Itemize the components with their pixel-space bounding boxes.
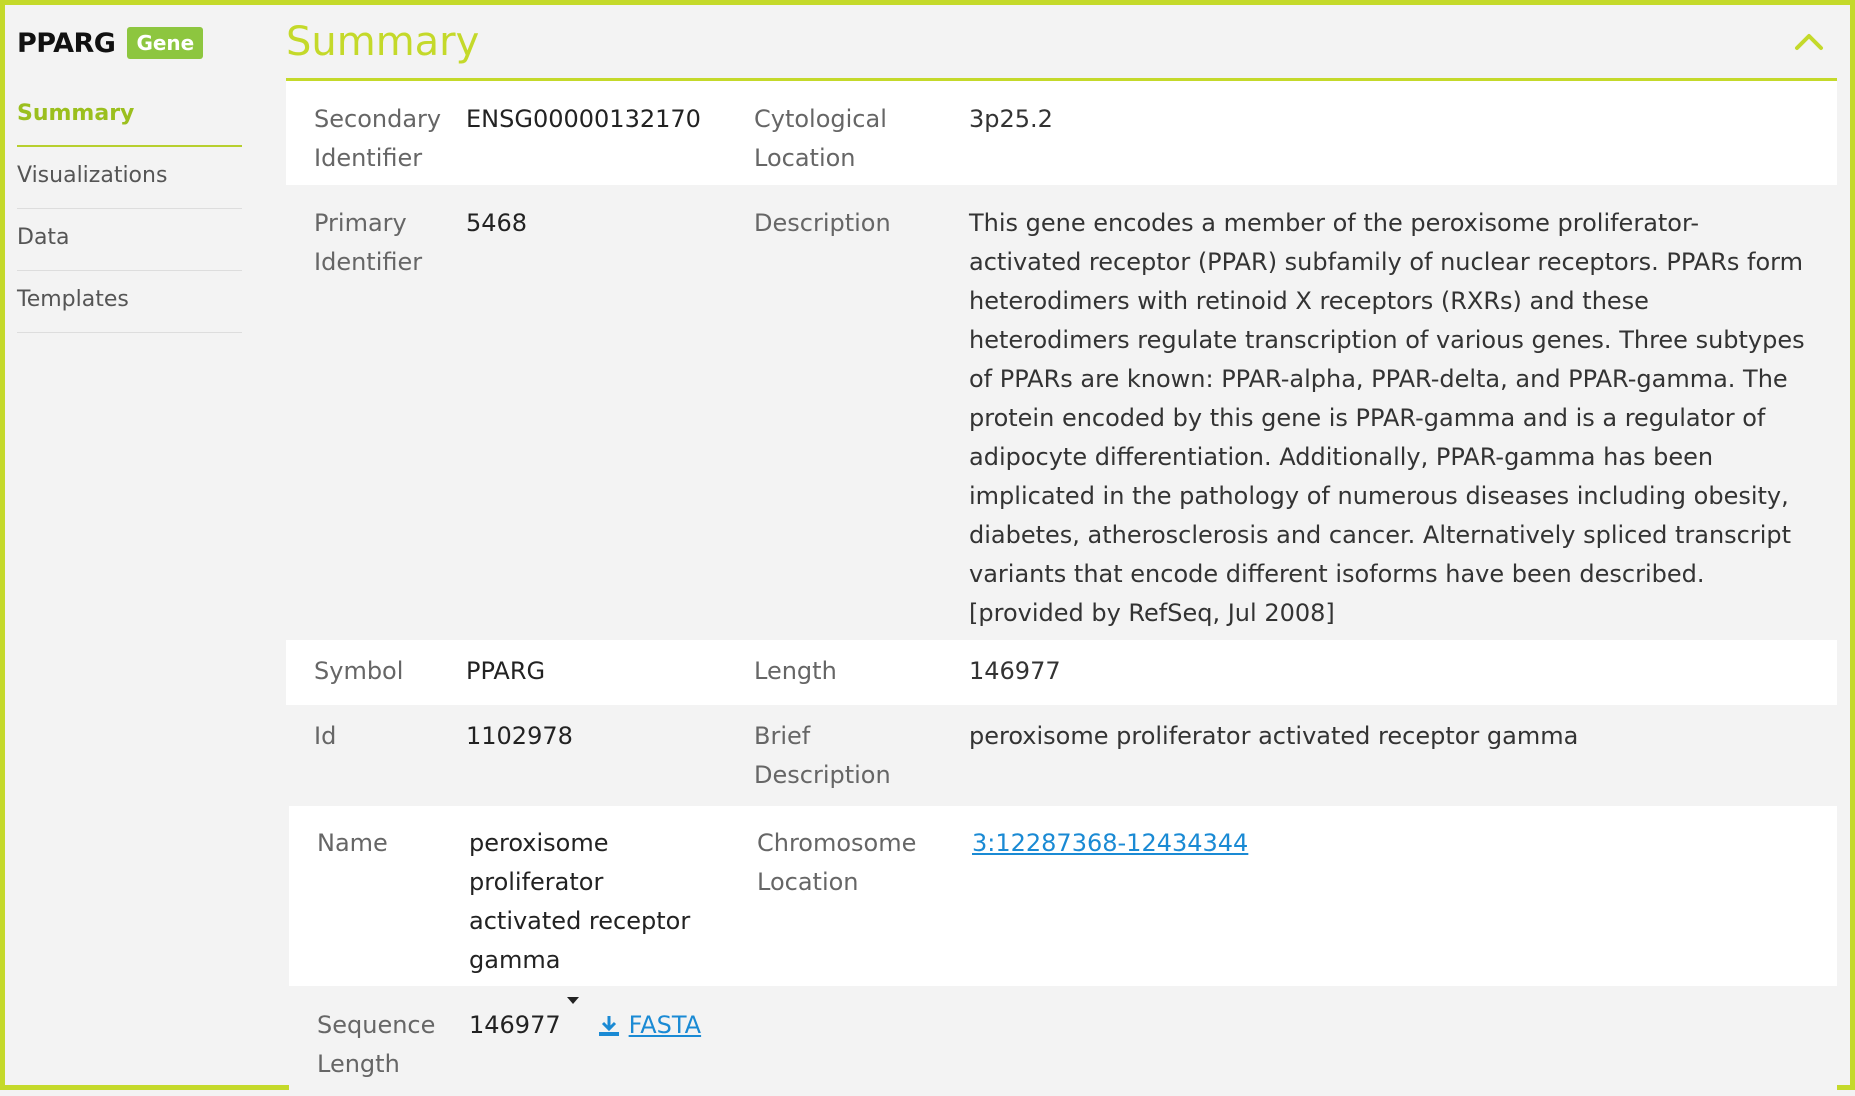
table-row: Symbol PPARG Length 146977 [286,640,1837,705]
table-row: Primary Identifier 5468 Description This… [286,185,1837,640]
field-value: peroxisome proliferator activated recept… [969,722,1579,750]
field-value: 3p25.2 [969,105,1053,133]
field-value: 146977 [969,657,1061,685]
table-row: Secondary Identifier ENSG00000132170 Cyt… [286,81,1837,185]
field-label: Sequence Length [317,1011,436,1078]
field-value: 146977 FASTA [469,997,757,1096]
table-row: Sequence Length 146977 FASTA [289,986,1837,1096]
nav-item-templates[interactable]: Templates [17,271,242,333]
field-label: Primary Identifier [314,209,423,276]
download-icon[interactable] [597,1014,621,1038]
field-value: peroxisome proliferator activated recept… [469,829,691,974]
caret-down-icon[interactable] [566,997,579,1004]
section-title: Summary [286,18,480,65]
table-row: Name peroxisome proliferator activated r… [289,806,1837,986]
fasta-download-link[interactable]: FASTA [628,1011,702,1039]
nav-item-data[interactable]: Data [17,209,242,271]
gene-type-badge: Gene [127,27,204,59]
sidebar: PPARG Gene Summary Visualizations Data T… [17,21,242,333]
description-text: This gene encodes a member of the peroxi… [969,209,1805,627]
field-value: PPARG [466,657,546,685]
field-label: Chromosome Location [757,829,917,896]
gene-header: PPARG Gene [17,21,242,65]
field-label: Length [754,657,837,685]
sequence-length-value: 146977 [469,1011,561,1039]
gene-name: PPARG [17,27,116,59]
chevron-up-icon[interactable] [1789,22,1829,62]
summary-table: Secondary Identifier ENSG00000132170 Cyt… [286,81,1837,1096]
field-value: 1102978 [466,722,573,750]
field-label: Id [314,722,337,750]
field-label: Brief Description [754,722,891,789]
field-label: Name [317,829,388,857]
nav-item-summary[interactable]: Summary [17,85,242,147]
section-header: Summary [286,5,1837,81]
sidebar-nav: Summary Visualizations Data Templates [17,85,242,333]
report-page: PPARG Gene Summary Visualizations Data T… [5,5,1850,1096]
field-label: Description [754,209,891,237]
field-label: Secondary Identifier [314,105,442,172]
field-label: Symbol [314,657,404,685]
summary-section: Summary Secondary Identifier ENSG0000013… [286,5,1837,1096]
field-value: ENSG00000132170 [466,105,701,133]
field-label: Cytological Location [754,105,887,172]
field-value: 5468 [466,209,528,237]
nav-item-visualizations[interactable]: Visualizations [17,147,242,209]
table-row: Id 1102978 Brief Description peroxisome … [286,705,1837,806]
chromosome-location-link[interactable]: 3:12287368-12434344 [972,829,1249,857]
field-value: 3:12287368-12434344 [972,824,1837,986]
